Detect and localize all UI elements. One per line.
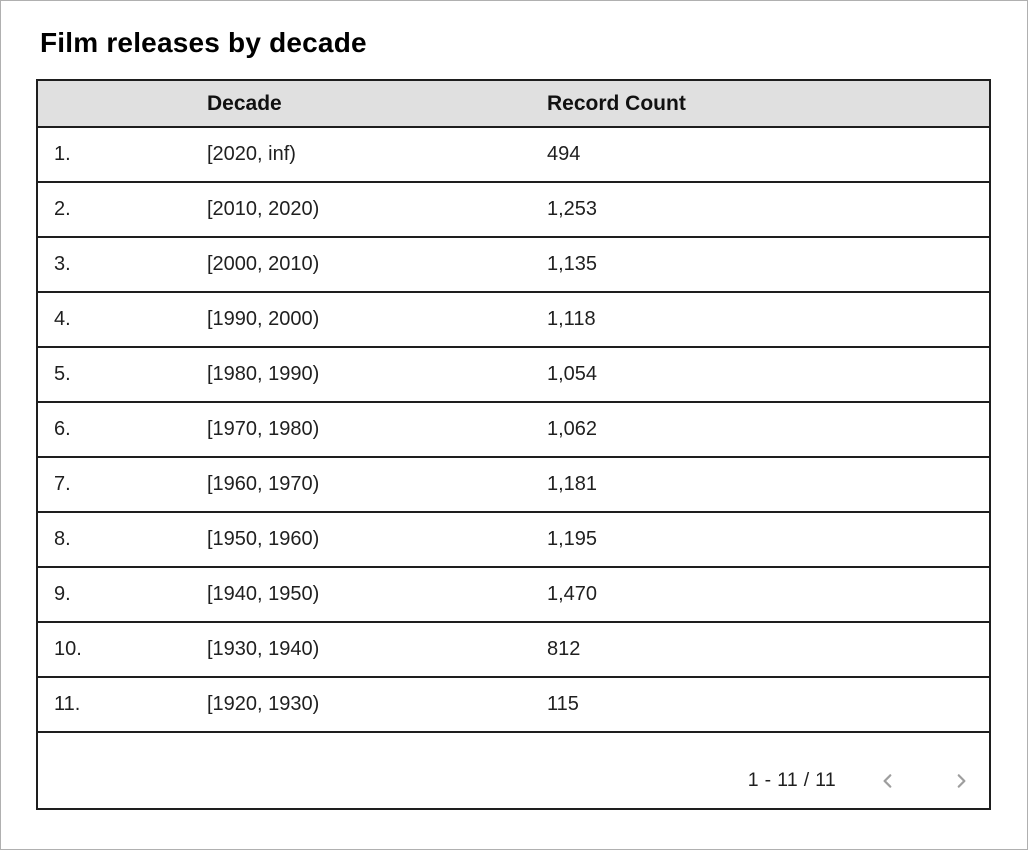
data-table: Decade Record Count 1. [2020, inf) 494 2… bbox=[36, 79, 991, 810]
row-index: 7. bbox=[54, 473, 71, 495]
decade-cell: [1920, 1930) bbox=[207, 693, 320, 715]
table-body: 1. [2020, inf) 494 2. [2010, 2020) 1,253… bbox=[38, 128, 989, 733]
decade-cell: [1970, 1980) bbox=[207, 418, 320, 440]
table-header-row: Decade Record Count bbox=[38, 81, 989, 128]
row-index: 11. bbox=[54, 693, 81, 715]
pagination-range-label: 1 - 11 / 11 bbox=[747, 769, 836, 791]
record-count-cell: 812 bbox=[547, 638, 581, 660]
table-row: 8. [1950, 1960) 1,195 bbox=[38, 513, 989, 568]
column-header-decade[interactable]: Decade bbox=[207, 91, 282, 115]
decade-cell: [1950, 1960) bbox=[207, 528, 320, 550]
row-index: 6. bbox=[54, 418, 71, 440]
chevron-right-icon bbox=[952, 772, 970, 790]
decade-cell: [1930, 1940) bbox=[207, 638, 320, 660]
record-count-cell: 1,118 bbox=[547, 308, 596, 330]
decade-cell: [2020, inf) bbox=[207, 143, 296, 165]
pagination-bar: 1 - 11 / 11 bbox=[38, 733, 989, 808]
table-row: 1. [2020, inf) 494 bbox=[38, 128, 989, 183]
row-index: 9. bbox=[54, 583, 71, 605]
row-index: 10. bbox=[54, 638, 82, 660]
row-index: 4. bbox=[54, 308, 71, 330]
record-count-cell: 494 bbox=[547, 143, 581, 165]
row-index: 2. bbox=[54, 198, 71, 220]
table-row: 7. [1960, 1970) 1,181 bbox=[38, 458, 989, 513]
record-count-cell: 1,135 bbox=[547, 253, 598, 275]
pagination-next-button[interactable] bbox=[941, 761, 981, 801]
decade-cell: [1980, 1990) bbox=[207, 363, 320, 385]
table-row: 11. [1920, 1930) 115 bbox=[38, 678, 989, 733]
decade-cell: [1960, 1970) bbox=[207, 473, 320, 495]
record-count-cell: 1,195 bbox=[547, 528, 598, 550]
table-row: 2. [2010, 2020) 1,253 bbox=[38, 183, 989, 238]
table-row: 5. [1980, 1990) 1,054 bbox=[38, 348, 989, 403]
row-index: 1. bbox=[54, 143, 71, 165]
record-count-cell: 1,181 bbox=[547, 473, 598, 495]
row-index: 5. bbox=[54, 363, 71, 385]
record-count-cell: 1,470 bbox=[547, 583, 598, 605]
record-count-cell: 1,062 bbox=[547, 418, 598, 440]
chevron-left-icon bbox=[879, 772, 897, 790]
pagination-prev-button[interactable] bbox=[868, 761, 908, 801]
table-row: 9. [1940, 1950) 1,470 bbox=[38, 568, 989, 623]
record-count-cell: 1,054 bbox=[547, 363, 598, 385]
widget-title: Film releases by decade bbox=[40, 27, 367, 58]
table-row: 10. [1930, 1940) 812 bbox=[38, 623, 989, 678]
table-row: 3. [2000, 2010) 1,135 bbox=[38, 238, 989, 293]
table-row: 6. [1970, 1980) 1,062 bbox=[38, 403, 989, 458]
decade-cell: [1940, 1950) bbox=[207, 583, 320, 605]
record-count-cell: 1,253 bbox=[547, 198, 598, 220]
record-count-cell: 115 bbox=[547, 693, 579, 715]
row-index: 8. bbox=[54, 528, 71, 550]
row-index: 3. bbox=[54, 253, 71, 275]
decade-cell: [1990, 2000) bbox=[207, 308, 320, 330]
decade-cell: [2010, 2020) bbox=[207, 198, 320, 220]
table-row: 4. [1990, 2000) 1,118 bbox=[38, 293, 989, 348]
column-header-record-count[interactable]: Record Count bbox=[547, 91, 686, 115]
decade-cell: [2000, 2010) bbox=[207, 253, 320, 275]
